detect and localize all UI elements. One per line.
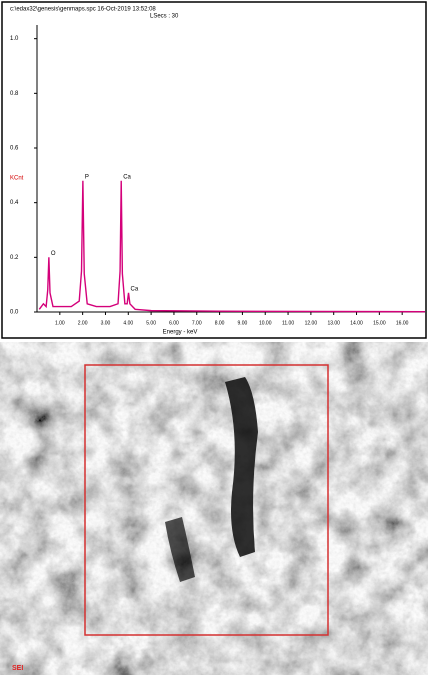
peak-label: Ca — [131, 286, 139, 292]
x-tick-label: 6.00 — [169, 320, 179, 326]
peak-label: Ca — [123, 174, 131, 180]
spectrum-panel: c:\edax32\genesis\genmaps.spc 16-Oct-201… — [0, 0, 428, 340]
x-tick-label: 2.00 — [78, 320, 88, 326]
y-tick-label: 0.0 — [10, 310, 19, 316]
y-label: KCnt — [10, 176, 24, 182]
image-label: SEI — [12, 665, 23, 672]
x-tick-label: 16.00 — [396, 320, 409, 326]
y-tick-label: 0.4 — [10, 200, 19, 206]
y-tick-label: 0.6 — [10, 146, 19, 152]
x-tick-label: 8.00 — [215, 320, 225, 326]
x-tick-label: 11.00 — [282, 320, 294, 326]
y-tick-label: 1.0 — [10, 36, 19, 42]
x-tick-label: 10.00 — [259, 320, 272, 326]
y-tick-label: 0.2 — [10, 255, 19, 261]
x-label: Energy - keV — [163, 330, 198, 336]
chart-title: c:\edax32\genesis\genmaps.spc 16-Oct-201… — [10, 7, 156, 13]
sem-fine-texture — [0, 342, 428, 675]
x-tick-label: 12.00 — [305, 320, 318, 326]
x-tick-label: 3.00 — [101, 320, 111, 326]
peak-label: O — [51, 251, 56, 257]
x-tick-label: 4.00 — [123, 320, 133, 326]
chart-subtitle: LSecs : 30 — [150, 14, 179, 20]
panel-frame — [2, 2, 426, 338]
x-tick-label: 15.00 — [373, 320, 386, 326]
page: {"chart_data": { "type": "line", "title"… — [0, 0, 428, 675]
x-tick-label: 13.00 — [327, 320, 340, 326]
y-tick-label: 0.8 — [10, 91, 19, 97]
x-tick-label: 5.00 — [146, 320, 156, 326]
x-tick-label: 7.00 — [192, 320, 202, 326]
x-tick-label: 14.00 — [350, 320, 363, 326]
x-tick-label: 1.00 — [55, 320, 65, 326]
sem-panel: SEI — [0, 342, 428, 675]
peak-label: P — [85, 174, 89, 180]
x-tick-label: 9.00 — [238, 320, 248, 326]
